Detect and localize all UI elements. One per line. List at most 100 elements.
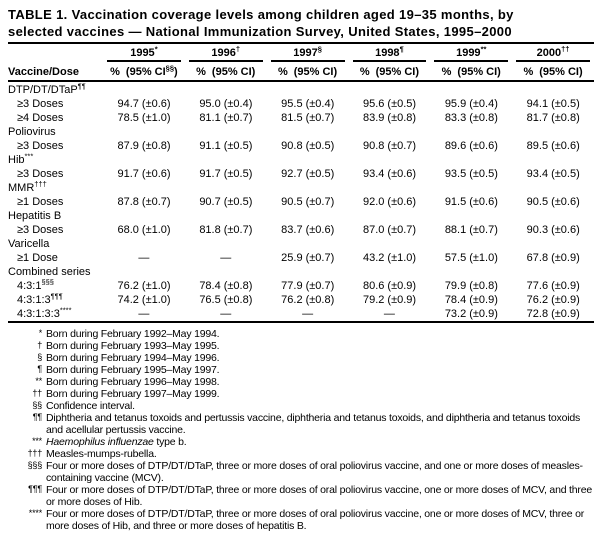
percent-value: 80.6 (362, 280, 385, 292)
percent-value: 90.3 (526, 224, 549, 236)
ci-label: (95% CI) (457, 66, 501, 78)
subheader-row: Vaccine/Dose % (95% CI§§)% (95% CI)% (95% C… (8, 62, 594, 80)
percent-value: 25.9 (281, 252, 303, 264)
value-cell: 87.8 (±0.7) (103, 195, 185, 209)
ci-value: (±0.8) (141, 140, 171, 152)
ci-value: (±0.7) (305, 196, 335, 208)
footnote-marker: § (37, 352, 42, 362)
category-row: DTP/DT/DTaP¶¶ (8, 82, 594, 97)
year-label: 1995 (130, 47, 155, 59)
value-cell: 77.9 (±0.7) (267, 279, 349, 293)
footnote-text: Born during February 1993–May 1995. (46, 340, 220, 352)
percent-value: 90.8 (281, 140, 303, 152)
table-body: DTP/DT/DTaP¶¶ ≥3 Doses 94.7 (±0.6) 95.0 (±0.4… (8, 82, 594, 321)
footnote-text: Haemophilus influenzae type b. (46, 436, 187, 448)
value-cell: 76.2 (±1.0) (103, 279, 185, 293)
data-row: 4:3:1:3:3**** — — — —73.2 (±0.9) 72.8 (±0.9) (8, 305, 594, 321)
ci-value: (±0.5) (469, 168, 498, 180)
footnote-text: Four or more doses of DTP/DT/DTaP, three… (46, 484, 592, 508)
percent-value: 93.4 (362, 168, 385, 180)
ci-value: (±0.8) (305, 294, 335, 306)
ci-header: % (95% CI) (185, 66, 267, 78)
data-row: 4:3:1§§§ 76.2 (±1.0) 78.4 (±0.8) 77.9 (±0.7) 80… (8, 278, 594, 293)
year-label-wrap: 1998¶ (353, 45, 427, 59)
year-footnote-marker: * (154, 44, 158, 54)
year-underline (188, 60, 263, 62)
ci-value: (±0.7) (141, 196, 171, 208)
footnote-marker: **** (28, 508, 42, 518)
category-row: Hib*** (8, 151, 594, 167)
percent-value: 78.4 (444, 294, 467, 306)
percent-value: 87.0 (362, 224, 385, 236)
value-cell: 91.7 (±0.6) (103, 167, 185, 181)
ci-value: (±0.6) (551, 140, 580, 152)
percent-value: 94.1 (526, 98, 549, 110)
ci-value: (±0.9) (387, 294, 417, 306)
ci-label: (95% CI) (293, 66, 338, 78)
footnote-text: Measles-mumps-rubella. (46, 448, 157, 460)
value-cell: 89.6 (±0.6) (430, 139, 512, 153)
no-data-dash: — (138, 252, 150, 264)
percent-value: 43.2 (362, 252, 385, 264)
ci-header: % (95% CI) (430, 66, 512, 78)
footnote: §§ Confidence interval. (8, 400, 594, 412)
category-row: Varicella (8, 237, 594, 251)
value-cell: 94.7 (±0.6) (103, 97, 185, 111)
footnote-marker: ¶¶¶ (28, 484, 42, 494)
years-row: 1995* 1996† 1997§ 1998¶ 1999** 2000†† (8, 44, 594, 62)
value-cell: 68.0 (±1.0) (103, 223, 185, 237)
year-label: 1999 (456, 47, 481, 59)
percent-header: % (441, 66, 452, 78)
ci-label: (95% CI) (539, 66, 583, 78)
footnote-text: Diphtheria and tetanus toxoids and pertu… (46, 412, 581, 436)
year-header: 2000†† (512, 45, 594, 62)
footnote-marker: † (37, 340, 42, 350)
table-title: TABLE 1. Vaccination coverage levels amo… (8, 6, 594, 40)
year-underline (434, 60, 509, 62)
data-row: ≥1 Dose — —25.9 (±0.7) 43.2 (±1.0) 57.5 (±1.0) 6… (8, 251, 594, 265)
value-cell: 83.9 (±0.8) (349, 111, 431, 125)
category-footnote-marker: *** (24, 151, 34, 161)
value-cell: 95.0 (±0.4) (185, 97, 267, 111)
ci-value: (±0.7) (387, 224, 417, 236)
data-row: ≥3 Doses 87.9 (±0.8) 91.1 (±0.5) 90.8 (±0.5) 90… (8, 139, 594, 153)
value-cell: 93.4 (±0.5) (512, 167, 594, 181)
ci-value: (±0.5) (551, 98, 580, 110)
value-cell: 91.5 (±0.6) (430, 195, 512, 209)
ci-header: % (95% CI§§) (103, 64, 185, 78)
category-row: Poliovirus (8, 125, 594, 139)
percent-value: 77.9 (281, 280, 303, 292)
percent-value: 88.1 (444, 224, 467, 236)
ci-value: (±0.5) (551, 168, 580, 180)
footnote: † Born during February 1993–May 1995. (8, 340, 594, 352)
ci-value: (±0.5) (223, 140, 253, 152)
title-line-1: TABLE 1. Vaccination coverage levels amo… (8, 7, 514, 22)
percent-value: 76.2 (526, 294, 549, 306)
footnote: * Born during February 1992–May 1994. (8, 328, 594, 340)
value-cell: 90.7 (±0.5) (185, 195, 267, 209)
footnote: §§§ Four or more doses of DTP/DT/DTaP, th… (8, 460, 594, 484)
percent-value: 89.6 (444, 140, 467, 152)
ci-value: (±0.9) (551, 280, 580, 292)
row-label: ≥3 Doses (17, 168, 64, 180)
value-cell: 87.9 (±0.8) (103, 139, 185, 153)
row-label: ≥3 Doses (17, 140, 64, 152)
percent-value: 68.0 (117, 224, 139, 236)
percent-header: % (110, 66, 120, 78)
ci-value: (±0.5) (305, 140, 335, 152)
value-cell: 76.2 (±0.9) (512, 293, 594, 307)
ci-header: % (95% CI) (349, 66, 431, 78)
year-header: 1995* (103, 44, 185, 62)
category-label: Hepatitis B (8, 210, 62, 222)
ci-value: (±0.4) (469, 98, 498, 110)
row-label: 4:3:1:3:3**** (17, 305, 72, 320)
footnote: ††† Measles-mumps-rubella. (8, 448, 594, 460)
value-cell: 43.2 (±1.0) (349, 251, 431, 265)
ci-value: (±0.5) (305, 168, 335, 180)
category-label: Hib*** (8, 151, 34, 166)
percent-value: 93.5 (444, 168, 467, 180)
ci-value: (±0.7) (387, 140, 417, 152)
percent-value: 81.5 (281, 112, 303, 124)
year-label-wrap: 1997§ (271, 45, 345, 59)
